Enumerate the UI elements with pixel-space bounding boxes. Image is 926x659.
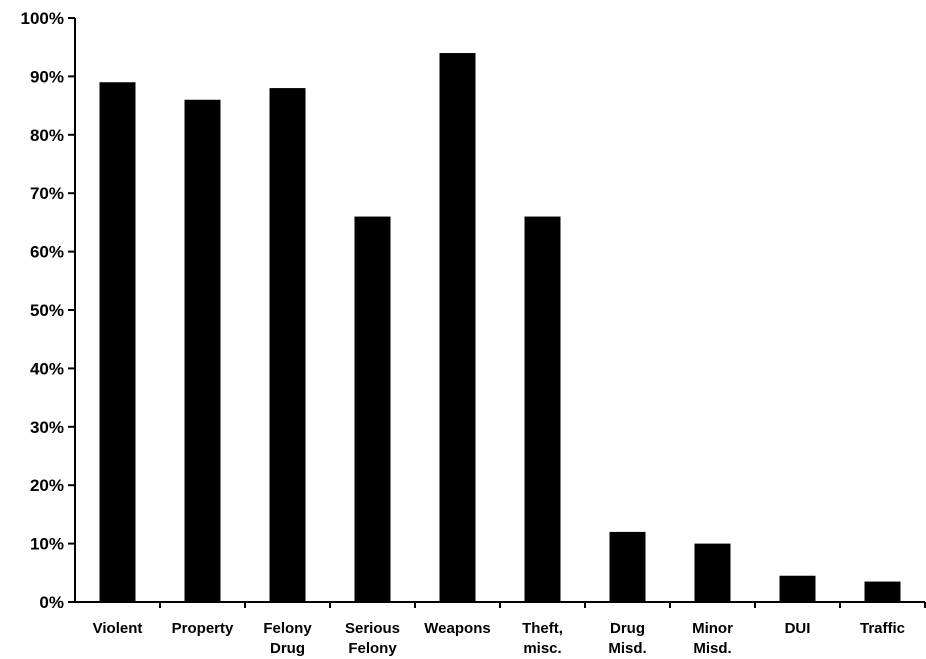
y-tick-label: 20% <box>30 476 64 495</box>
x-axis: Violent Property Felony Drug Serious Felony We… <box>75 601 926 657</box>
x-category-label: Theft, misc. <box>522 620 563 657</box>
x-category-label: Serious Felony <box>345 620 400 657</box>
bar <box>609 531 646 602</box>
bar <box>184 99 221 602</box>
y-tick-label: 90% <box>30 67 64 86</box>
bar <box>439 53 476 603</box>
bar <box>99 82 136 603</box>
bar <box>524 216 561 602</box>
x-category-label: DUI <box>785 620 811 637</box>
y-tick-label: 10% <box>30 535 64 554</box>
y-tick-label: 0% <box>39 593 64 612</box>
y-tick-label: 70% <box>30 184 64 203</box>
bar <box>694 543 731 602</box>
x-category-label: Violent <box>93 620 143 637</box>
y-tick-label: 80% <box>30 126 64 145</box>
x-category-label: Drug Misd. <box>608 620 646 657</box>
y-tick-label: 60% <box>30 243 64 262</box>
x-category-label: Weapons <box>424 620 490 637</box>
y-tick-label: 30% <box>30 418 64 437</box>
x-category-label: Traffic <box>860 620 905 637</box>
y-axis: 0% 10% 20% 30% 40% 50% 60% 70% 80% 90% 100% <box>21 9 76 612</box>
bar <box>269 88 306 602</box>
x-category-label: Felony Drug <box>263 620 312 657</box>
y-tick-label: 100% <box>21 9 64 28</box>
bar <box>354 216 391 602</box>
y-tick-label: 50% <box>30 301 64 320</box>
y-tick-label: 40% <box>30 359 64 378</box>
x-category-label: Property <box>172 620 234 637</box>
bar <box>864 581 901 602</box>
bar <box>779 575 816 602</box>
bars-group <box>99 53 901 603</box>
x-category-label: Minor Misd. <box>692 620 733 657</box>
